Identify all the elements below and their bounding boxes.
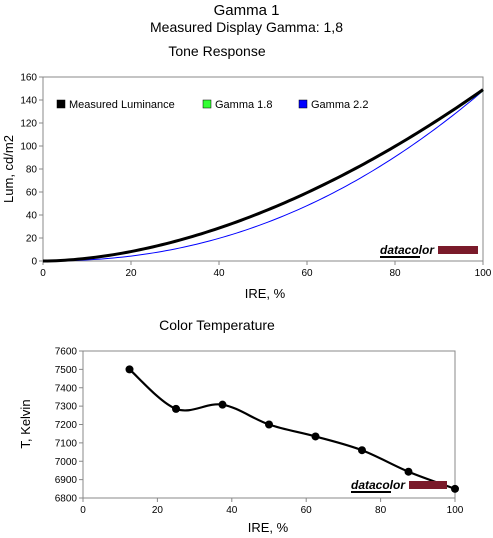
x-tick-label: 100 — [475, 268, 492, 279]
tone-x-axis-label: IRE, % — [245, 286, 286, 301]
legend-swatch-gamma18 — [202, 99, 212, 109]
y-tick-label: 140 — [20, 96, 37, 107]
y-tick-label: 120 — [20, 119, 37, 130]
datacolor-logo-2: datacolor — [351, 478, 447, 493]
y-tick-label: 60 — [26, 188, 38, 199]
temp-data-point — [265, 420, 273, 429]
datacolor-logo-text-2: datacolor — [351, 478, 406, 492]
y-tick-label: 160 — [20, 73, 37, 84]
temp-data-point — [172, 404, 180, 413]
y-tick-label: 6800 — [55, 494, 78, 505]
legend-label-gamma18: Gamma 1.8 — [215, 99, 272, 111]
logo-color-bar — [438, 246, 478, 254]
datacolor-logo-text: datacolor — [380, 243, 435, 257]
temp-data-point — [311, 432, 320, 441]
x-tick-label: 60 — [301, 268, 313, 279]
legend-swatch-gamma22 — [298, 99, 308, 109]
y-tick-label: 7500 — [55, 365, 78, 376]
logo-underline — [380, 256, 420, 258]
series-line-2 — [42, 90, 484, 262]
x-tick-label: 80 — [389, 268, 401, 279]
x-tick-label: 80 — [375, 505, 387, 516]
temp-data-point — [125, 365, 134, 374]
legend-label-gamma22: Gamma 2.2 — [311, 99, 368, 111]
x-tick-label: 60 — [301, 505, 313, 516]
x-tick-label: 40 — [213, 268, 225, 279]
series-line-0 — [42, 88, 484, 263]
y-tick-label: 7600 — [55, 347, 78, 358]
x-tick-label: 0 — [40, 268, 46, 279]
legend-swatch-measured — [56, 99, 66, 109]
tone-legend: Measured Luminance Gamma 1.8 Gamma 2.2 — [56, 99, 368, 111]
y-tick-label: 7300 — [55, 402, 78, 413]
color-temperature-chart: Color Temperature 0 20 40 60 80 100 6800 6900 70… — [18, 317, 464, 535]
y-tick-label: 7400 — [55, 383, 78, 394]
y-tick-label: 0 — [31, 257, 37, 268]
legend-label-measured: Measured Luminance — [69, 99, 175, 111]
tone-plot-area — [42, 76, 484, 262]
temp-data-point — [451, 484, 459, 493]
temp-y-axis-label: T, Kelvin — [18, 399, 33, 448]
y-tick-label: 100 — [20, 142, 37, 153]
y-tick-label: 7200 — [55, 420, 78, 431]
y-tick-label: 80 — [26, 165, 38, 176]
datacolor-logo-1: datacolor — [380, 243, 478, 258]
temp-data-point — [358, 446, 366, 455]
temp-data-point — [218, 400, 227, 409]
y-tick-label: 7100 — [55, 438, 78, 449]
y-tick-label: 6900 — [55, 475, 78, 486]
x-tick-label: 40 — [226, 505, 238, 516]
temp-chart-title: Color Temperature — [159, 317, 275, 333]
tone-response-chart: Tone Response 0 20 40 60 80 100 0 20 40 60 80 100 12… — [1, 43, 492, 301]
logo-color-bar-2 — [409, 481, 447, 489]
logo-underline-2 — [351, 491, 391, 493]
x-tick-label: 100 — [447, 505, 464, 516]
y-tick-label: 7000 — [55, 457, 78, 468]
temp-series-line — [128, 368, 456, 490]
temp-data-point — [404, 467, 413, 476]
x-tick-label: 20 — [125, 268, 137, 279]
tone-chart-title: Tone Response — [168, 43, 266, 59]
temp-x-axis-label: IRE, % — [248, 520, 289, 535]
y-tick-label: 20 — [26, 234, 38, 245]
y-tick-label: 40 — [26, 211, 38, 222]
x-tick-label: 0 — [80, 505, 86, 516]
tone-y-axis-label: Lum, cd/m2 — [1, 135, 16, 203]
x-tick-label: 20 — [152, 505, 164, 516]
page-title: Gamma 1 — [213, 2, 280, 19]
page-subtitle: Measured Display Gamma: 1,8 — [150, 19, 343, 35]
